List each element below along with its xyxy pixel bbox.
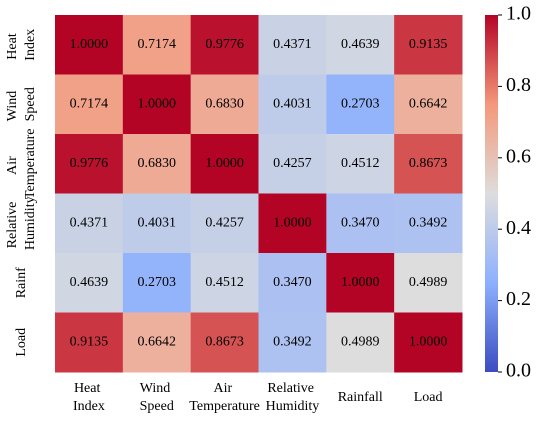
- heatmap-cell: [122, 253, 192, 313]
- cell-label: 0.4371: [273, 37, 312, 52]
- cell-label: 0.4639: [341, 37, 380, 52]
- y-tick-label: Air Temperature: [5, 128, 38, 199]
- heatmap-cell: [258, 134, 327, 194]
- cell-label: 0.4031: [138, 215, 177, 230]
- heatmap-cell: [258, 193, 327, 254]
- heatmap-cell: [55, 193, 124, 254]
- x-tick-label: Rainfall: [338, 390, 383, 405]
- x-tick-label: Load: [414, 390, 443, 405]
- heatmap-cell: [55, 312, 124, 373]
- cell-label: 0.4989: [341, 334, 380, 349]
- heatmap-cell: [258, 15, 327, 75]
- heatmap-cell: [326, 193, 395, 254]
- cell-label: 0.6830: [205, 96, 244, 111]
- y-tick-label: Load: [14, 328, 29, 357]
- cell-label: 0.9135: [70, 334, 109, 349]
- cell-label: 1.0000: [70, 37, 109, 52]
- cell-label: 1.0000: [409, 334, 448, 349]
- heatmap-cell: [55, 74, 124, 135]
- heatmap-cell: [394, 253, 463, 313]
- cell-label: 0.4257: [273, 156, 312, 171]
- cell-label: 0.4371: [70, 215, 109, 230]
- y-tick-label: Heat Index: [5, 29, 38, 61]
- heatmap-cell: [326, 312, 395, 373]
- heatmap-cell: [394, 134, 463, 194]
- cell-label: 0.3492: [273, 334, 312, 349]
- cell-label: 0.4512: [205, 275, 244, 290]
- heatmap-cell: [258, 253, 327, 313]
- y-tick-label: Relative Humidity: [5, 196, 38, 250]
- cell-label: 0.7174: [138, 37, 177, 52]
- cell-label: 0.4639: [70, 275, 109, 290]
- cell-label: 0.4512: [341, 156, 380, 171]
- cell-label: 0.4257: [205, 215, 244, 230]
- heatmap-cell: [122, 134, 192, 194]
- cell-label: 1.0000: [205, 156, 244, 171]
- cell-label: 0.2703: [341, 96, 380, 111]
- cell-label: 0.2703: [138, 275, 177, 290]
- colorbar-tick-label: 0.0: [506, 360, 531, 382]
- colorbar-tick-label: 0.2: [506, 288, 531, 310]
- heatmap-cell: [55, 134, 124, 194]
- heatmap-cell: [190, 193, 259, 254]
- heatmap-cell: [394, 312, 463, 373]
- cell-label: 0.6642: [138, 334, 177, 349]
- y-tick-label: Wind Speed: [5, 87, 38, 121]
- cell-label: 0.4989: [409, 275, 448, 290]
- heatmap-cell: [394, 74, 463, 135]
- cell-label: 0.6642: [409, 96, 448, 111]
- cell-label: 0.7174: [70, 96, 109, 111]
- heatmap-cell: [326, 15, 395, 75]
- heatmap-cell: [326, 253, 395, 313]
- cell-label: 0.4031: [273, 96, 312, 111]
- x-tick-label: Relative Humidity: [266, 381, 320, 414]
- heatmap-cell: [258, 312, 327, 373]
- cell-label: 1.0000: [341, 275, 380, 290]
- cell-label: 0.9776: [70, 156, 109, 171]
- heatmap-cell: [55, 15, 124, 75]
- heatmap-cell: [190, 15, 259, 75]
- heatmap-cell: [326, 74, 395, 135]
- cell-label: 1.0000: [273, 215, 312, 230]
- heatmap-cell: [326, 134, 395, 194]
- x-tick-label: Air Temperature: [189, 381, 260, 414]
- cell-label: 0.8673: [205, 334, 244, 349]
- colorbar: [485, 15, 498, 372]
- x-tick-label: Heat Index: [73, 381, 105, 414]
- x-tick-label: Wind Speed: [140, 381, 174, 414]
- cell-label: 1.0000: [138, 96, 177, 111]
- heatmap-cell: [394, 193, 463, 254]
- cell-label: 0.3470: [273, 275, 312, 290]
- heatmap-cell: [122, 193, 192, 254]
- colorbar-tick-label: 0.8: [506, 74, 531, 96]
- colorbar-tick-label: 0.6: [506, 145, 531, 167]
- cell-label: 0.9776: [205, 37, 244, 52]
- heatmap-cell: [190, 74, 259, 135]
- heatmap-cell: [122, 15, 192, 75]
- heatmap-cell: [190, 253, 259, 313]
- cell-label: 0.6830: [138, 156, 177, 171]
- heatmap-cell: [55, 253, 124, 313]
- heatmap-cell: [258, 74, 327, 135]
- heatmap-cell: [190, 134, 259, 194]
- y-tick-label: Rainf: [14, 267, 29, 298]
- heatmap-cell: [122, 74, 192, 135]
- cell-label: 0.9135: [409, 37, 448, 52]
- colorbar-tick-label: 0.4: [506, 217, 531, 239]
- heatmap-cell: [122, 312, 192, 373]
- cell-label: 0.3470: [341, 215, 380, 230]
- heatmap-cell: [394, 15, 463, 75]
- cell-label: 0.3492: [409, 215, 448, 230]
- colorbar-tick-label: 1.0: [506, 3, 531, 25]
- cell-label: 0.8673: [409, 156, 448, 171]
- heatmap-cell: [190, 312, 259, 373]
